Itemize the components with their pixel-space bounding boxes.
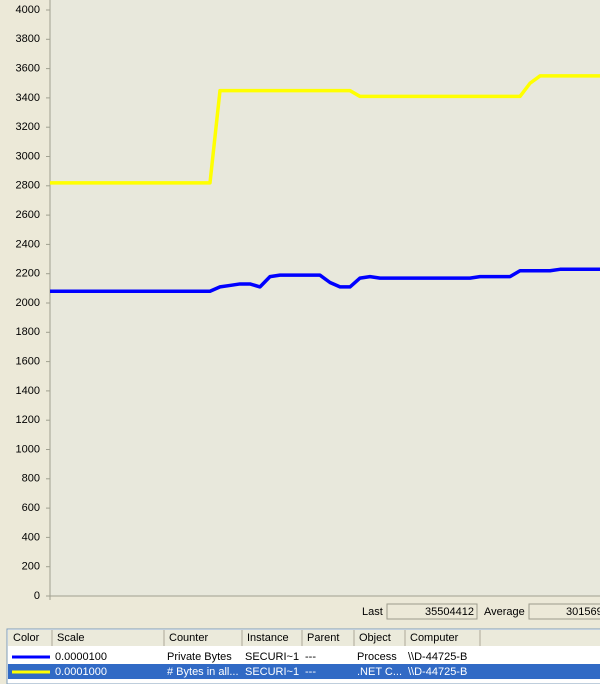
table-header xyxy=(8,630,600,646)
cell: 0.0001000 xyxy=(55,666,107,678)
series-line xyxy=(50,74,600,185)
y-tick-label: 200 xyxy=(22,561,40,573)
column-header[interactable]: Instance xyxy=(247,632,289,644)
y-tick-label: 1000 xyxy=(16,443,40,455)
y-tick-label: 3800 xyxy=(16,33,40,45)
column-header[interactable]: Parent xyxy=(307,632,339,644)
y-tick-label: 3600 xyxy=(16,63,40,75)
y-tick-label: 2200 xyxy=(16,268,40,280)
average-box xyxy=(528,603,600,620)
cell: SECURI~1 xyxy=(245,651,299,663)
y-tick-label: 3200 xyxy=(16,121,40,133)
y-tick-label: 2600 xyxy=(16,209,40,221)
plot-area xyxy=(50,0,600,596)
last-label: Last xyxy=(362,606,383,618)
cell: --- xyxy=(305,651,316,663)
y-tick-label: 1600 xyxy=(16,356,40,368)
cell: \\D-44725-B xyxy=(408,666,467,678)
column-header[interactable]: Object xyxy=(359,632,391,644)
y-tick-label: 400 xyxy=(22,531,40,543)
cell: Process xyxy=(357,651,397,663)
column-header[interactable]: Color xyxy=(13,632,40,644)
y-tick-label: 1200 xyxy=(16,414,40,426)
cell: --- xyxy=(305,666,316,678)
y-tick-label: 0 xyxy=(34,590,40,602)
series-line xyxy=(50,267,600,294)
y-tick-label: 3400 xyxy=(16,92,40,104)
column-header[interactable]: Counter xyxy=(169,632,208,644)
y-tick-label: 2400 xyxy=(16,238,40,250)
cell: Private Bytes xyxy=(167,651,232,663)
last-box xyxy=(386,603,478,620)
y-tick-label: 2800 xyxy=(16,180,40,192)
y-tick-label: 2000 xyxy=(16,297,40,309)
y-tick-label: 3000 xyxy=(16,150,40,162)
average-value: 301569 xyxy=(566,606,600,618)
y-tick-label: 600 xyxy=(22,502,40,514)
cell: SECURI~1 xyxy=(245,666,299,678)
cell: \\D-44725-B xyxy=(408,651,467,663)
selected-row[interactable] xyxy=(8,664,600,679)
y-tick-label: 4000 xyxy=(16,4,40,16)
average-label: Average xyxy=(484,606,525,618)
column-header[interactable]: Computer xyxy=(410,632,459,644)
cell: # Bytes in all... xyxy=(167,666,239,678)
cell: 0.0000100 xyxy=(55,651,107,663)
y-tick-label: 1400 xyxy=(16,385,40,397)
last-value: 35504412 xyxy=(425,606,474,618)
column-header[interactable]: Scale xyxy=(57,632,85,644)
y-tick-label: 800 xyxy=(22,473,40,485)
cell: .NET C... xyxy=(357,666,402,678)
y-tick-label: 1800 xyxy=(16,326,40,338)
